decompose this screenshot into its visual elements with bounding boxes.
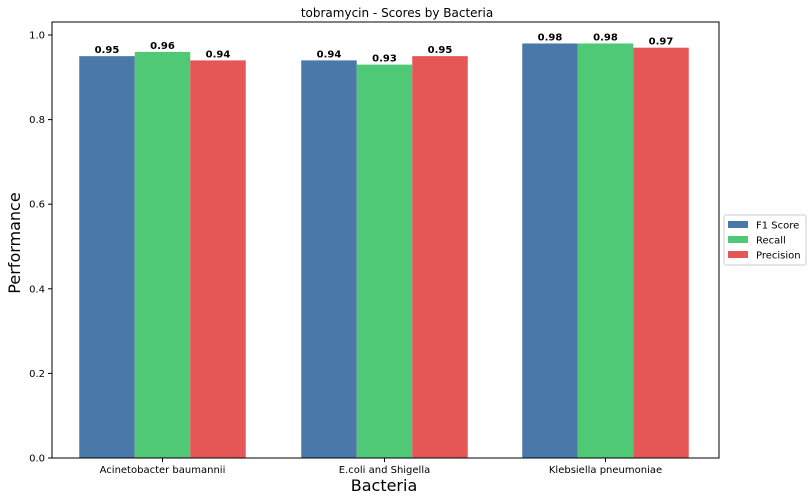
y-tick-label: 0.0 [29,454,45,465]
bar-value-label: 0.93 [372,54,397,65]
y-tick-label: 0.6 [29,200,45,211]
bar-labels-group: 0.95 0.94 0.98 0.96 0.93 0.98 0.94 0.95 0.97 [95,32,674,64]
bar [79,56,135,459]
x-axis: Acinetobacter baumannii E.coli and Shigel… [100,458,662,476]
bar [633,47,689,458]
legend-swatch [728,251,748,258]
y-axis-label: Performance [5,192,24,293]
legend-swatch [728,236,748,243]
y-tick-label: 1.0 [29,31,45,42]
bar [412,56,468,459]
bars-group [79,43,689,459]
y-tick-label: 0.4 [29,284,45,295]
legend-label: F1 Score [756,221,799,232]
bar [134,51,191,459]
legend-label: Precision [756,251,801,262]
legend-swatch [728,221,748,228]
bar [522,43,578,459]
bar-value-label: 0.97 [649,37,674,48]
bar [190,60,246,458]
bar-value-label: 0.95 [428,45,453,56]
y-tick-label: 0.2 [29,369,45,380]
x-tick-label: E.coli and Shigella [339,465,431,476]
legend-label: Recall [756,236,786,247]
bar-value-label: 0.94 [317,49,342,60]
legend: F1 Score Recall Precision [723,214,807,266]
y-axis: 0.0 0.2 0.4 0.6 0.8 1.0 [29,31,52,465]
y-tick-label: 0.8 [29,115,45,126]
bar [577,43,634,459]
bar-value-label: 0.95 [95,45,120,56]
bar [356,64,413,459]
bar-value-label: 0.96 [150,41,175,52]
bar-value-label: 0.98 [538,32,563,43]
chart-title: tobramycin - Scores by Bacteria [301,6,493,20]
bar-value-label: 0.98 [593,32,618,43]
bar-value-label: 0.94 [206,49,231,60]
x-tick-label: Acinetobacter baumannii [100,465,226,476]
plot-frame [51,21,720,459]
x-tick-label: Klebsiella pneumoniae [549,465,662,476]
x-axis-label: Bacteria [351,476,418,495]
bar [301,60,357,458]
